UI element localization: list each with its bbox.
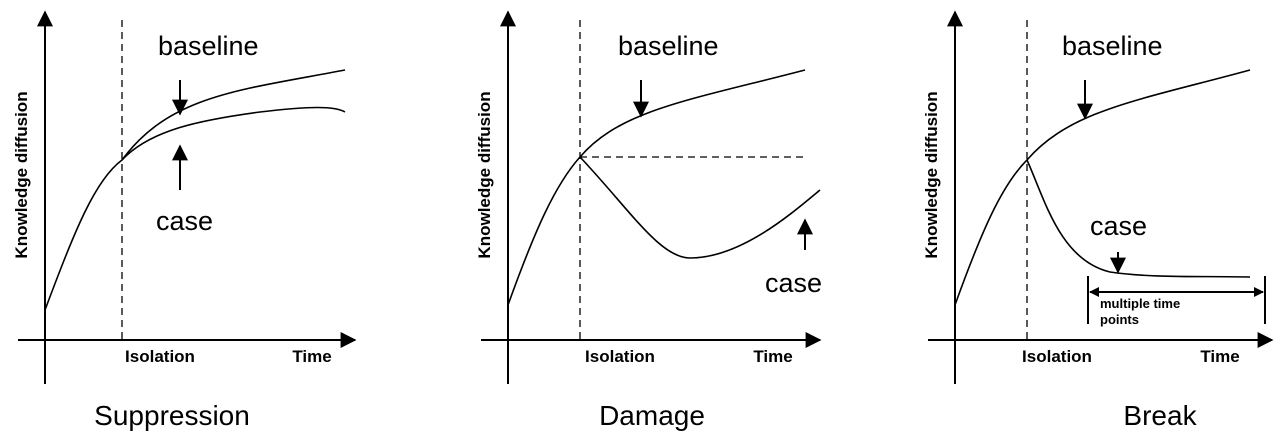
x-label: Time: [292, 347, 331, 366]
baseline-curve: [507, 69, 806, 306]
x-label: Isolation: [585, 347, 655, 366]
panel-title: Break: [1123, 400, 1197, 431]
baseline-curve: [954, 69, 1251, 306]
annotation: case: [1090, 211, 1147, 241]
case-curve: [579, 156, 821, 259]
x-label: Isolation: [125, 347, 195, 366]
annotation: baseline: [618, 31, 719, 61]
annotation: baseline: [1062, 31, 1163, 61]
case-curve: [1026, 159, 1251, 278]
baseline-curve: [44, 69, 346, 311]
annotation: case: [156, 206, 213, 236]
annotation: baseline: [158, 31, 259, 61]
annotation: case: [765, 268, 822, 298]
y-label: Knowledge diffusion: [922, 91, 941, 258]
x-label: Time: [1200, 347, 1239, 366]
y-label: Knowledge diffusion: [12, 91, 31, 258]
y-label: Knowledge diffusion: [475, 91, 494, 258]
x-label: Time: [753, 347, 792, 366]
panel-title: Damage: [599, 400, 705, 431]
panel-title: Suppression: [94, 400, 250, 431]
bracket-label: multiple time points: [1100, 296, 1181, 327]
panel-break: baseline case Isolation Time Knowledge d…: [922, 10, 1274, 431]
case-curve: [121, 106, 346, 161]
panel-damage: baseline case Isolation Time Knowledge d…: [475, 10, 822, 431]
panel-suppression: baseline case Isolation Time Knowledge d…: [12, 10, 357, 431]
x-label: Isolation: [1022, 347, 1092, 366]
